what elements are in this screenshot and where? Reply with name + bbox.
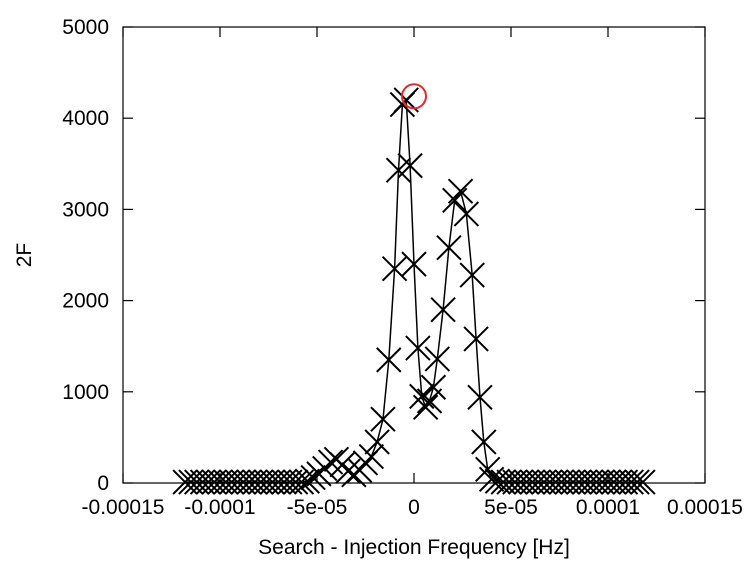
data-point-marker — [525, 469, 551, 495]
data-point-marker — [172, 469, 198, 495]
y-tick-label: 4000 — [62, 107, 109, 130]
data-point-marker — [236, 469, 262, 495]
data-point-marker — [248, 469, 274, 495]
data-point-marker — [189, 469, 216, 495]
data-point-marker — [253, 469, 280, 495]
data-point-marker — [606, 469, 633, 495]
data-point-marker — [560, 469, 586, 495]
data-point-marker — [416, 388, 443, 414]
data-point-marker — [507, 469, 534, 495]
data-point-marker — [259, 469, 286, 495]
data-point-marker — [358, 443, 385, 470]
data-point-marker — [224, 469, 251, 495]
data-point-marker — [459, 262, 485, 288]
data-point-marker — [218, 469, 245, 495]
data-markers — [172, 87, 656, 495]
data-point-marker — [424, 346, 450, 372]
data-point-marker — [624, 469, 650, 495]
data-point-marker — [397, 152, 423, 179]
data-point-marker — [282, 469, 309, 495]
data-point-marker — [430, 297, 456, 323]
y-tick-label: 1000 — [62, 381, 109, 404]
data-point-marker — [376, 347, 402, 373]
data-point-marker — [589, 469, 615, 495]
data-point-marker — [513, 469, 540, 495]
x-axis-title: Search - Injection Frequency [Hz] — [258, 536, 570, 559]
data-point-marker — [577, 469, 604, 495]
x-tick-label: 5e-05 — [484, 496, 538, 519]
data-point-marker — [630, 469, 656, 495]
y-tick-label: 5000 — [62, 16, 109, 39]
data-point-marker — [335, 458, 361, 484]
data-point-marker — [618, 469, 644, 495]
data-point-marker — [195, 469, 222, 495]
data-point-marker — [207, 469, 233, 495]
data-point-marker — [317, 449, 344, 475]
data-point-marker — [265, 469, 291, 495]
data-point-marker — [519, 469, 546, 495]
data-point-marker — [300, 464, 326, 491]
data-point-marker — [364, 429, 390, 455]
x-tick-label: -0.0001 — [184, 496, 255, 519]
data-point-marker — [467, 384, 493, 410]
data-point-marker — [213, 469, 239, 495]
data-point-marker — [230, 469, 256, 495]
y-tick-label: 3000 — [62, 198, 109, 221]
data-point-marker — [595, 469, 621, 495]
x-tick-label: 0.00015 — [667, 496, 743, 519]
peak-highlight-circle — [401, 83, 427, 110]
data-point-marker — [475, 456, 501, 483]
data-point-marker — [184, 469, 210, 495]
data-point-marker — [601, 469, 627, 495]
data-point-marker — [531, 469, 557, 495]
data-point-marker — [401, 251, 427, 277]
data-point-marker — [548, 469, 575, 495]
data-point-marker — [566, 469, 592, 495]
y-tick-label: 0 — [97, 472, 109, 495]
data-point-marker — [405, 335, 431, 361]
x-tick-label: 0.0001 — [576, 496, 640, 519]
data-point-marker — [537, 469, 563, 495]
data-point-marker — [412, 394, 439, 421]
x-tick-label: 0 — [408, 496, 420, 519]
data-point-marker — [612, 469, 639, 495]
data-point-marker — [542, 469, 569, 495]
data-point-marker — [178, 469, 204, 495]
data-point-marker — [271, 469, 297, 495]
data-point-marker — [420, 374, 447, 400]
data-point-marker — [242, 469, 268, 495]
y-axis: 0 1000 2000 3000 4000 5000 — [62, 16, 705, 495]
data-point-marker — [471, 429, 497, 455]
y-axis-title: 2F — [13, 243, 36, 268]
data-point-marker — [496, 469, 522, 495]
data-point-marker — [463, 326, 489, 352]
data-point-marker — [370, 406, 396, 432]
data-point-marker — [572, 469, 598, 495]
data-point-marker — [502, 469, 528, 495]
data-point-marker — [436, 234, 462, 261]
data-point-marker — [294, 468, 321, 494]
data-point-marker — [583, 469, 610, 495]
x-tick-label: -5e-05 — [287, 496, 348, 519]
data-point-marker — [453, 201, 480, 227]
data-point-marker — [490, 469, 516, 495]
data-point-marker — [346, 457, 373, 483]
x-tick-label: -0.00015 — [82, 496, 165, 519]
y-tick-label: 2000 — [62, 290, 109, 313]
data-point-marker — [201, 469, 227, 495]
data-point-marker — [554, 469, 580, 495]
data-point-marker — [447, 178, 474, 204]
